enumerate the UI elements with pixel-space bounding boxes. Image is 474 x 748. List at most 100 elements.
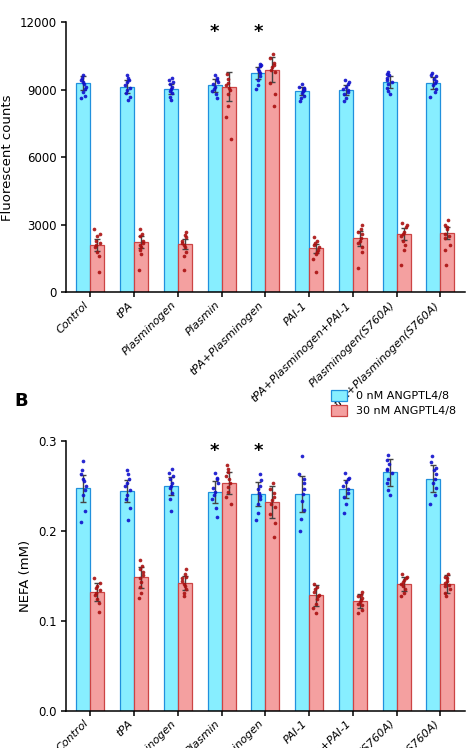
Point xyxy=(340,491,348,503)
Point xyxy=(181,242,189,254)
Point xyxy=(301,83,308,95)
Point xyxy=(91,589,99,601)
Point xyxy=(270,48,277,60)
Point xyxy=(96,237,104,249)
Point xyxy=(267,497,275,509)
Point xyxy=(210,83,217,95)
Point xyxy=(298,79,306,91)
Point xyxy=(165,468,173,479)
Point xyxy=(397,590,404,602)
Point xyxy=(445,579,452,591)
Point xyxy=(388,76,395,88)
Bar xyxy=(251,494,265,711)
Point xyxy=(300,483,308,495)
Point xyxy=(432,468,439,480)
Bar xyxy=(309,595,323,711)
Point xyxy=(268,61,276,73)
Point xyxy=(310,253,317,265)
Point xyxy=(82,505,89,517)
Point xyxy=(385,70,392,82)
Point xyxy=(403,219,410,231)
Point xyxy=(312,266,320,278)
Point xyxy=(398,230,405,242)
Bar xyxy=(397,234,410,292)
Point xyxy=(384,449,392,461)
Point xyxy=(78,464,86,476)
Point xyxy=(256,58,264,70)
Point xyxy=(170,76,177,88)
Bar xyxy=(208,85,222,292)
Point xyxy=(182,226,190,238)
Point xyxy=(313,235,321,247)
Point xyxy=(79,86,87,98)
Point xyxy=(212,502,219,514)
Point xyxy=(213,72,220,84)
Text: *: * xyxy=(210,441,219,459)
Point xyxy=(401,574,408,586)
Point xyxy=(77,74,84,86)
Point xyxy=(298,513,305,525)
Point xyxy=(301,504,308,516)
Point xyxy=(266,483,274,495)
Bar xyxy=(353,239,367,292)
Point xyxy=(345,472,353,484)
Bar xyxy=(91,245,104,292)
Point xyxy=(271,531,278,543)
Point xyxy=(82,479,90,491)
Point xyxy=(182,246,190,258)
Point xyxy=(310,239,318,251)
Point xyxy=(384,484,392,496)
Point xyxy=(224,99,231,111)
Point xyxy=(446,239,454,251)
Bar xyxy=(383,82,397,292)
Point xyxy=(299,85,307,97)
Point xyxy=(442,219,449,231)
Point xyxy=(223,79,230,91)
Point xyxy=(443,572,451,584)
Point xyxy=(384,66,392,78)
Point xyxy=(179,572,186,584)
Point xyxy=(79,488,87,500)
Point xyxy=(124,488,131,500)
Bar xyxy=(339,489,353,711)
Point xyxy=(137,586,145,598)
Point xyxy=(136,554,144,566)
Point xyxy=(445,230,452,242)
Point xyxy=(136,224,144,236)
Point xyxy=(78,72,86,84)
Point xyxy=(168,81,176,93)
Point xyxy=(255,483,262,495)
Point xyxy=(344,84,352,96)
Point xyxy=(299,488,307,500)
Point xyxy=(271,88,279,100)
Point xyxy=(300,473,308,485)
Point xyxy=(182,583,190,595)
Point xyxy=(344,86,352,98)
Point xyxy=(254,79,262,91)
Point xyxy=(345,76,353,88)
Point xyxy=(301,477,308,489)
Point xyxy=(315,242,323,254)
Point xyxy=(225,88,232,100)
Point xyxy=(166,85,174,97)
Point xyxy=(388,468,395,479)
Point xyxy=(225,481,232,493)
Point xyxy=(82,90,89,102)
Point xyxy=(80,76,87,88)
Point xyxy=(432,86,439,98)
Point xyxy=(80,475,88,487)
Point xyxy=(124,514,132,526)
Point xyxy=(126,502,134,514)
Point xyxy=(442,590,450,602)
Point xyxy=(214,92,221,104)
Point xyxy=(126,484,134,496)
Point xyxy=(181,577,188,589)
Point xyxy=(208,493,216,505)
Point xyxy=(266,509,273,521)
Point xyxy=(429,79,437,91)
Point xyxy=(256,61,264,73)
Point xyxy=(182,231,190,243)
Point xyxy=(340,506,348,518)
Bar xyxy=(353,601,367,711)
Point xyxy=(213,472,220,484)
